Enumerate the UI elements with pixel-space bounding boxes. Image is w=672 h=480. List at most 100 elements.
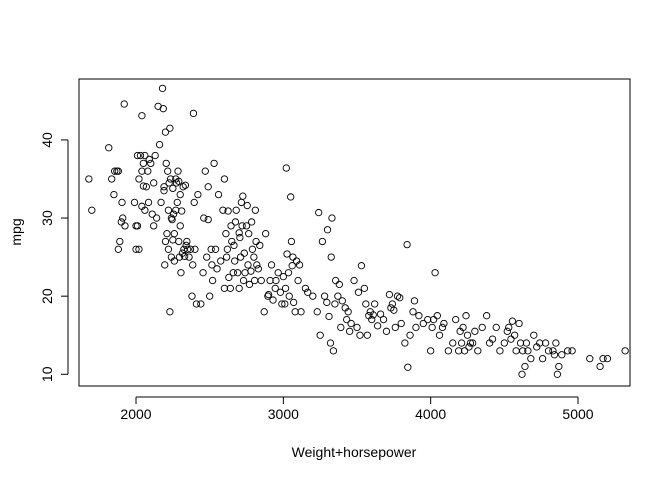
data-point	[267, 261, 276, 269]
data-point	[276, 288, 285, 296]
data-point	[424, 315, 432, 324]
data-point	[357, 262, 366, 270]
data-point	[360, 284, 369, 293]
data-point	[189, 261, 197, 269]
data-point	[281, 284, 290, 293]
data-point	[241, 269, 249, 277]
data-point	[549, 347, 557, 355]
data-point	[114, 167, 122, 175]
data-point	[105, 144, 113, 152]
data-point	[208, 276, 217, 285]
data-point	[253, 261, 261, 269]
data-point	[544, 347, 553, 355]
y-axis-title: mpg	[8, 218, 24, 245]
data-point	[152, 214, 161, 222]
data-point	[175, 237, 183, 246]
data-point	[168, 215, 176, 224]
data-point	[170, 257, 178, 265]
y-tick-label: 30	[39, 210, 55, 226]
data-point	[228, 237, 236, 246]
data-point	[329, 347, 338, 355]
data-point	[508, 317, 517, 325]
data-point	[603, 355, 612, 363]
data-point	[108, 175, 116, 183]
data-point	[116, 237, 124, 246]
data-point	[150, 222, 158, 230]
plot-frame	[78, 78, 631, 387]
data-point	[415, 312, 423, 320]
data-point	[169, 184, 177, 193]
data-point	[478, 323, 486, 332]
data-point	[471, 327, 479, 335]
data-point	[264, 290, 273, 299]
data-point	[564, 347, 572, 355]
data-point	[538, 355, 547, 363]
data-point	[179, 183, 187, 191]
data-point	[440, 319, 448, 328]
data-point	[388, 300, 397, 308]
data-point	[232, 206, 240, 214]
data-point	[278, 300, 286, 308]
data-point	[262, 230, 270, 238]
data-point	[391, 323, 399, 332]
data-point	[541, 339, 550, 347]
x-tick-label: 4000	[415, 406, 446, 422]
data-point	[204, 215, 212, 224]
data-point	[161, 261, 169, 269]
data-point	[536, 339, 544, 347]
data-point	[522, 339, 531, 347]
x-tick-label: 5000	[562, 406, 593, 422]
data-point	[177, 269, 185, 277]
data-point	[274, 269, 282, 277]
data-point	[219, 206, 227, 214]
data-point	[160, 187, 168, 195]
data-point	[238, 222, 246, 230]
data-point	[558, 351, 566, 359]
data-point	[158, 84, 167, 93]
x-tick-label: 2000	[120, 406, 151, 422]
data-point	[121, 222, 129, 230]
data-point	[550, 351, 559, 359]
data-point	[555, 362, 563, 371]
data-point	[459, 323, 467, 332]
data-point	[185, 253, 193, 261]
data-point	[138, 112, 146, 120]
data-point	[151, 151, 159, 160]
data-point	[409, 308, 417, 316]
data-point	[429, 315, 438, 324]
data-point	[318, 237, 327, 246]
data-point	[403, 240, 411, 249]
data-point	[139, 182, 148, 190]
data-point	[382, 327, 391, 335]
data-point	[155, 140, 164, 149]
data-point	[136, 151, 145, 160]
data-point	[242, 222, 251, 230]
data-point	[200, 214, 208, 222]
data-point	[334, 292, 342, 300]
data-point	[404, 363, 412, 371]
data-point	[248, 218, 256, 226]
data-point	[338, 297, 346, 305]
data-point	[223, 245, 232, 253]
data-point	[132, 222, 140, 230]
data-point	[323, 298, 331, 307]
data-point	[325, 312, 333, 321]
data-point	[304, 288, 312, 296]
data-point	[239, 276, 248, 285]
data-point	[166, 308, 174, 316]
data-point	[175, 177, 183, 185]
data-point	[315, 208, 323, 217]
data-point	[164, 206, 173, 214]
data-point	[235, 284, 243, 293]
data-point	[337, 323, 345, 332]
data-point	[530, 331, 538, 339]
data-point	[462, 312, 470, 320]
data-point	[165, 179, 173, 187]
data-point	[166, 124, 174, 132]
data-point	[433, 312, 441, 320]
data-point	[247, 267, 255, 275]
data-point	[272, 276, 280, 285]
data-point	[169, 236, 177, 244]
data-point	[435, 331, 444, 339]
